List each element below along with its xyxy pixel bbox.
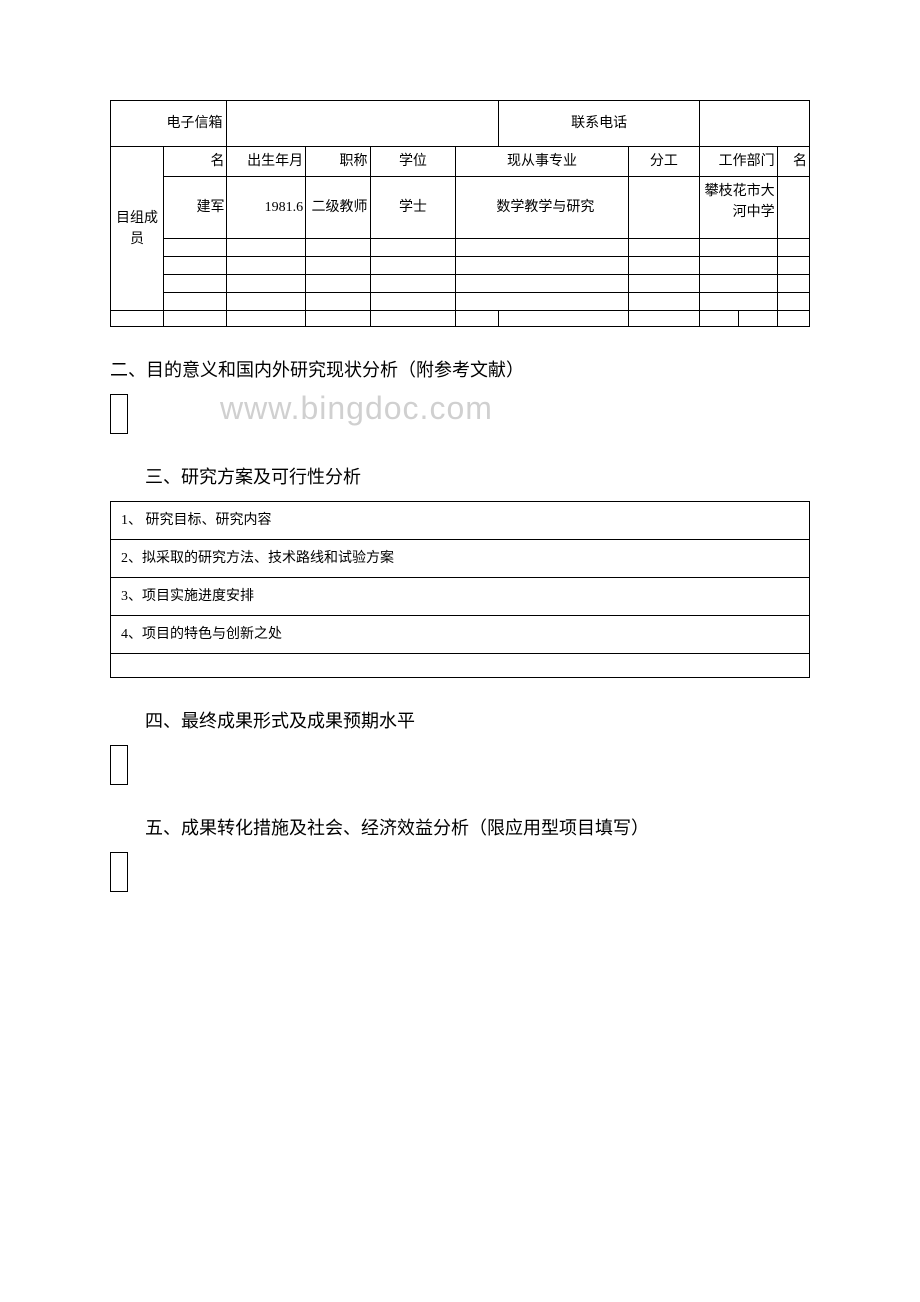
email-label: 电子信箱 <box>166 116 222 131</box>
s3-item-3: 3、项目实施进度安排 <box>111 578 810 616</box>
r1-name: 建军 <box>163 177 227 239</box>
r1-name2 <box>777 177 809 239</box>
s3-item-4: 4、项目的特色与创新之处 <box>111 616 810 654</box>
s3-row-4: 4、项目的特色与创新之处 <box>111 616 810 654</box>
member-header-row: 目组成员 名 出生年月 职称 学位 现从事专业 分工 工作部门 <box>111 147 810 177</box>
col-title: 职称 <box>306 147 370 177</box>
email-value <box>227 101 499 147</box>
col-department: 工作部门 <box>699 147 777 177</box>
col-degree: 学位 <box>370 147 456 177</box>
col-profession: 现从事专业 <box>456 147 628 177</box>
s3-empty <box>111 654 810 678</box>
group-label: 目组成员 <box>116 211 158 247</box>
table-contact-members: 电子信箱 联系电话 目组成员 名 出生年月 职称 学位 <box>110 100 810 327</box>
section4-title: 四、最终成果形式及成果预期水平 <box>110 708 810 735</box>
member-row-5 <box>111 293 810 311</box>
table-section3: 1、 研究目标、研究内容 2、拟采取的研究方法、技术路线和试验方案 3、项目实施… <box>110 501 810 678</box>
member-row-4 <box>111 275 810 293</box>
section5-title: 五、成果转化措施及社会、经济效益分析（限应用型项目填写） <box>110 815 810 842</box>
r1-degree: 学士 <box>370 177 456 239</box>
s3-item-2: 2、拟采取的研究方法、技术路线和试验方案 <box>111 540 810 578</box>
col-name2: 名 <box>777 147 809 177</box>
col-division: 分工 <box>628 147 699 177</box>
email-label-cell: 电子信箱 <box>111 101 227 147</box>
s3-row-1: 1、 研究目标、研究内容 <box>111 502 810 540</box>
r1-birth: 1981.6 <box>227 177 306 239</box>
watermark-text: www.bingdoc.com <box>220 384 493 432</box>
r1-profession: 数学教学与研究 <box>456 177 628 239</box>
section2-title: 二、目的意义和国内外研究现状分析（附参考文献） <box>110 357 810 384</box>
r1-department: 攀枝花市大河中学 <box>699 177 777 239</box>
group-label-cell: 目组成员 <box>111 147 164 311</box>
member-row-1: 建军 1981.6 二级教师 学士 数学教学与研究 攀枝花市大河中学 <box>111 177 810 239</box>
col-name: 名 <box>163 147 227 177</box>
contact-row: 电子信箱 联系电话 <box>111 101 810 147</box>
r1-title: 二级教师 <box>306 177 370 239</box>
s3-item-1: 1、 研究目标、研究内容 <box>111 502 810 540</box>
bottom-small-row <box>111 311 810 327</box>
document-content: 电子信箱 联系电话 目组成员 名 出生年月 职称 学位 <box>110 100 810 892</box>
section5-box <box>110 852 128 892</box>
member-row-2 <box>111 239 810 257</box>
col-birth: 出生年月 <box>227 147 306 177</box>
phone-value <box>699 101 809 147</box>
section3-title: 三、研究方案及可行性分析 <box>110 464 810 491</box>
s3-row-5 <box>111 654 810 678</box>
section4-box <box>110 745 128 785</box>
phone-label: 联系电话 <box>571 116 627 131</box>
section2-box <box>110 394 128 434</box>
s3-row-2: 2、拟采取的研究方法、技术路线和试验方案 <box>111 540 810 578</box>
phone-label-cell: 联系电话 <box>499 101 700 147</box>
member-row-3 <box>111 257 810 275</box>
r1-division <box>628 177 699 239</box>
s3-row-3: 3、项目实施进度安排 <box>111 578 810 616</box>
